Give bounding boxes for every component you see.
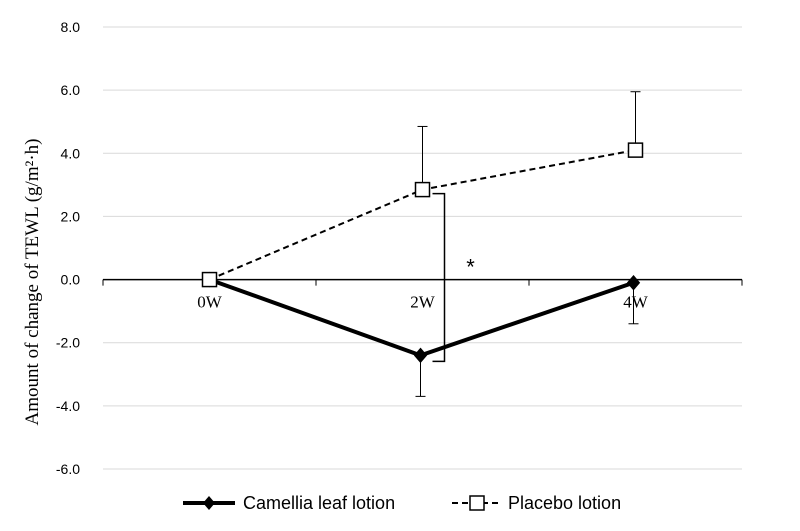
diamond-marker (413, 347, 428, 364)
y-axis-title: Amount of change of TEWL (g/m²·h) (22, 139, 43, 426)
diamond-marker (626, 274, 641, 291)
y-tick-label: 4.0 (61, 145, 81, 161)
y-tick-labels: 8.0 6.0 4.0 2.0 0.0 -2.0 -4.0 -6.0 (56, 19, 80, 477)
y-tick-label: -4.0 (56, 398, 80, 414)
y-tick-label: 6.0 (61, 82, 81, 98)
series-markers (201, 142, 644, 364)
legend-marker-camellia (203, 496, 215, 510)
y-tick-label: 8.0 (61, 19, 81, 35)
error-bars (415, 91, 641, 397)
legend-marker-placebo (469, 495, 485, 511)
square-marker (414, 181, 431, 198)
legend-label-placebo: Placebo lotion (508, 493, 621, 513)
significance-annotation: * (432, 192, 475, 363)
square-marker (627, 142, 644, 158)
gridlines (103, 26, 742, 470)
legend: Camellia leaf lotion Placebo lotion (183, 493, 621, 513)
significance-asterisk: * (466, 255, 475, 280)
x-category-label: 4W (623, 293, 649, 312)
y-tick-label: 0.0 (61, 272, 81, 288)
significance-bracket (432, 192, 446, 363)
x-axis (102, 278, 743, 286)
x-category-label: 2W (410, 293, 436, 312)
y-tick-label: -6.0 (56, 461, 80, 477)
y-tick-label: -2.0 (56, 335, 80, 351)
x-category-labels: 0W 2W 4W (197, 293, 649, 312)
x-category-label: 0W (197, 293, 223, 312)
y-tick-label: 2.0 (61, 208, 81, 224)
square-marker (201, 271, 218, 288)
legend-label-camellia: Camellia leaf lotion (243, 493, 395, 513)
series-line (208, 277, 635, 358)
